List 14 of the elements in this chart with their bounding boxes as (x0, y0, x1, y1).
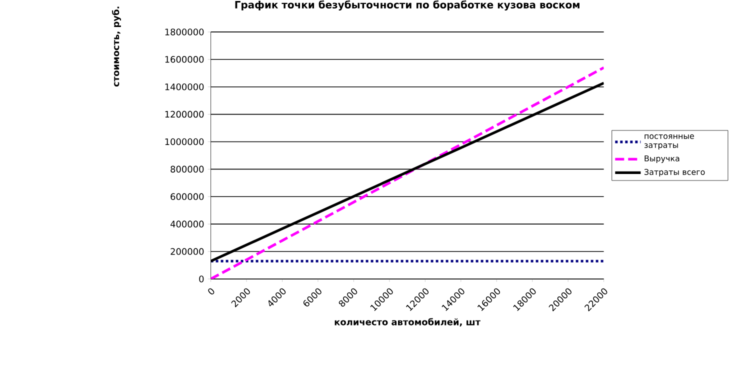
y-tick-label: 800000 (170, 166, 204, 173)
x-axis-title: количесто автомобилей, шт (334, 318, 480, 327)
y-tick-label: 1000000 (165, 138, 204, 146)
y-tick-label: 1200000 (165, 110, 204, 118)
y-tick-label: 200000 (170, 248, 204, 255)
chart-title: График точки безубыточности по боработке кузова воском (235, 0, 580, 10)
y-tick-label: 1400000 (165, 83, 204, 90)
y-tick-label: 0 (199, 276, 204, 282)
y-tick-label: 1600000 (165, 56, 204, 63)
y-tick-label: 600000 (170, 193, 204, 200)
x-tick-label: 0 (208, 288, 214, 294)
y-tick-label: 400000 (170, 220, 204, 228)
y-tick-label: 1800000 (165, 28, 204, 36)
y-axis-title: стоимость, руб. (112, 6, 121, 87)
